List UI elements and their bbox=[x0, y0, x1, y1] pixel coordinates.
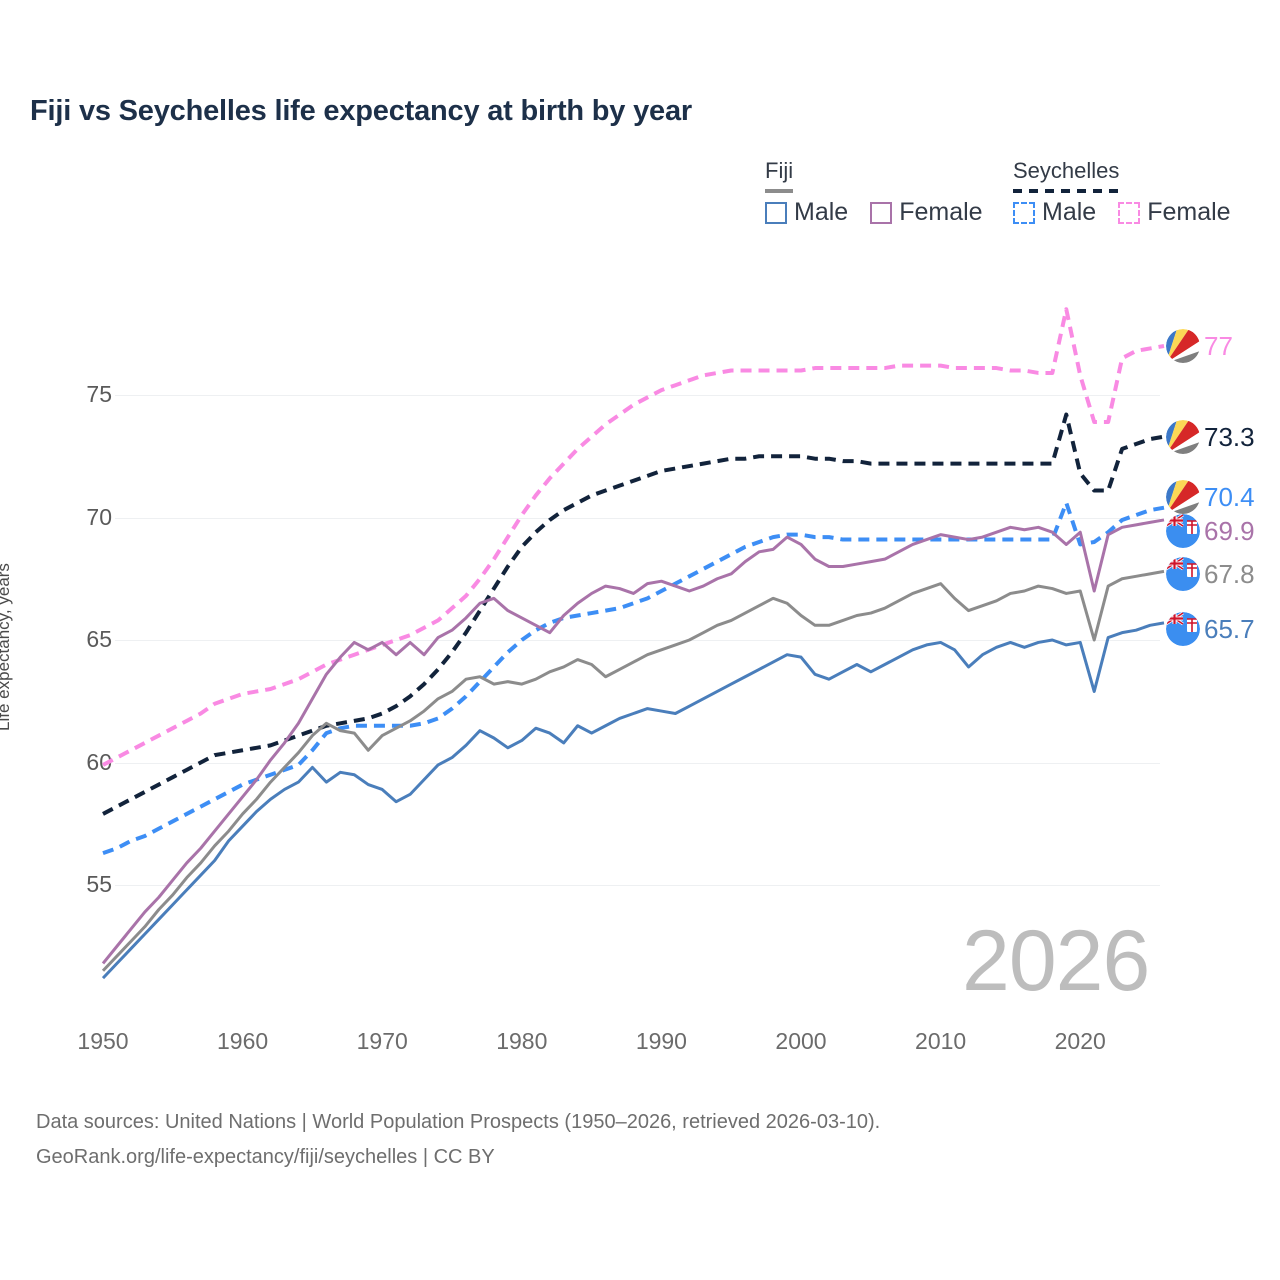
fiji-flag bbox=[1166, 514, 1200, 548]
legend-rule-dashed bbox=[1013, 189, 1120, 193]
legend-item-label: Female bbox=[1147, 198, 1231, 226]
y-axis-tick: 75 bbox=[86, 381, 112, 407]
gridline bbox=[115, 885, 1160, 886]
footer: Data sources: United Nations | World Pop… bbox=[36, 1105, 880, 1175]
series-line-fiji-female bbox=[101, 518, 1165, 965]
seychelles-flag-icon bbox=[1166, 329, 1200, 363]
year-watermark: 2026 bbox=[962, 913, 1150, 1009]
legend-swatch-icon bbox=[1013, 201, 1035, 224]
x-axis-tick: 2010 bbox=[915, 1028, 967, 1054]
end-label-77: 77 bbox=[1166, 329, 1233, 363]
page-title: Fiji vs Seychelles life expectancy at bi… bbox=[30, 95, 692, 127]
y-axis-tick: 65 bbox=[86, 626, 112, 652]
end-label-value: 65.7 bbox=[1204, 613, 1255, 644]
legend-swatch-icon bbox=[870, 201, 893, 224]
fiji-flag-icon bbox=[1166, 557, 1200, 591]
series-line-fiji-male bbox=[101, 621, 1165, 980]
legend-item-seychelles-male[interactable]: Male bbox=[1013, 198, 1096, 227]
end-label-65.7: 65.7 bbox=[1166, 612, 1255, 646]
legend-item-fiji-male[interactable]: Male bbox=[765, 198, 848, 227]
fiji-flag bbox=[1166, 612, 1200, 646]
seychelles-flag-icon bbox=[1166, 420, 1200, 454]
fiji-flag-icon bbox=[1166, 514, 1200, 548]
legend-item-label: Male bbox=[1042, 198, 1097, 226]
x-axis-tick: 1960 bbox=[217, 1028, 269, 1054]
footer-line-attribution: GeoRank.org/life-expectancy/fiji/seychel… bbox=[36, 1146, 495, 1168]
end-label-value: 70.4 bbox=[1204, 481, 1255, 512]
end-label-70.4: 70.4 bbox=[1166, 480, 1255, 514]
end-label-value: 69.9 bbox=[1204, 515, 1255, 546]
legend-group-fiji: Fiji Male Female bbox=[765, 158, 983, 226]
x-axis-tick: 1980 bbox=[496, 1028, 548, 1054]
x-axis-tick: 1990 bbox=[635, 1028, 687, 1054]
footer-line-sources: Data sources: United Nations | World Pop… bbox=[36, 1111, 881, 1133]
x-axis-tick: 2020 bbox=[1054, 1028, 1106, 1054]
x-axis-tick: 1950 bbox=[77, 1028, 129, 1054]
x-axis-tick: 2000 bbox=[775, 1028, 827, 1054]
gridline bbox=[115, 517, 1160, 519]
series-line-fiji-total bbox=[101, 569, 1165, 972]
fiji-flag-icon bbox=[1166, 612, 1200, 646]
end-label-value: 67.8 bbox=[1204, 558, 1255, 589]
seychelles-flag bbox=[1166, 480, 1200, 514]
legend-item-fiji-female[interactable]: Female bbox=[870, 198, 983, 227]
y-axis-tick: 55 bbox=[86, 871, 112, 897]
end-label-value: 77 bbox=[1204, 330, 1233, 361]
series-line-seychelles-male bbox=[102, 500, 1165, 856]
legend-group-title: Seychelles bbox=[1013, 158, 1120, 183]
end-label-73.3: 73.3 bbox=[1166, 420, 1255, 454]
legend-item-label: Female bbox=[899, 198, 983, 226]
legend-swatch-icon bbox=[1118, 201, 1141, 224]
legend-group-seychelles: Seychelles Male Female bbox=[1013, 158, 1231, 226]
legend-group-title: Fiji bbox=[765, 158, 794, 183]
end-label-69.9: 69.9 bbox=[1166, 514, 1255, 548]
seychelles-flag bbox=[1166, 329, 1200, 363]
legend-rule-solid bbox=[765, 189, 794, 193]
legend-item-label: Male bbox=[794, 198, 849, 226]
gridline bbox=[115, 395, 1160, 396]
end-label-67.8: 67.8 bbox=[1166, 557, 1255, 591]
legend: Fiji Male Female Seychelles Male bbox=[755, 158, 1255, 244]
series-line-seychelles-total bbox=[102, 412, 1165, 816]
fiji-flag bbox=[1166, 557, 1200, 591]
gridline bbox=[115, 640, 1160, 641]
x-axis-tick: 1970 bbox=[356, 1028, 408, 1054]
y-axis-tick: 70 bbox=[86, 503, 112, 530]
end-label-value: 73.3 bbox=[1204, 421, 1255, 452]
seychelles-flag bbox=[1166, 420, 1200, 454]
legend-item-seychelles-female[interactable]: Female bbox=[1118, 198, 1231, 227]
seychelles-flag-icon bbox=[1166, 480, 1200, 514]
series-line-seychelles-female bbox=[102, 307, 1165, 767]
legend-swatch-icon bbox=[765, 201, 787, 224]
gridline bbox=[115, 762, 1160, 764]
